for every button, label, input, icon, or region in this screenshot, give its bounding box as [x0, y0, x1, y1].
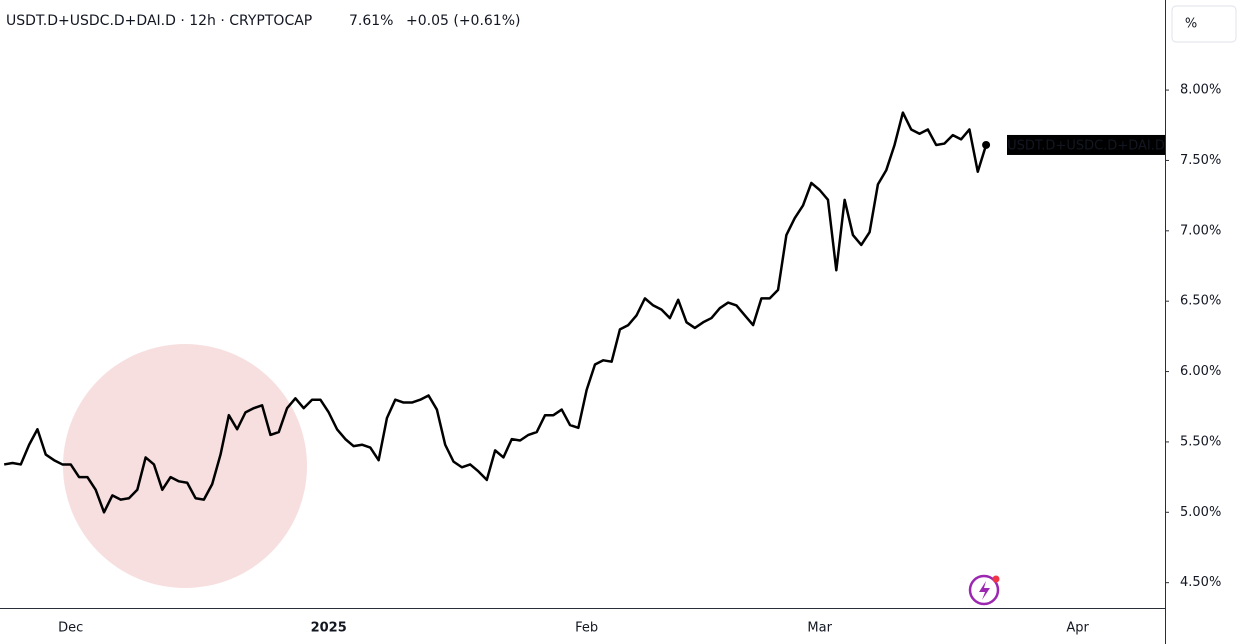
x-tick-label: Apr: [1066, 621, 1089, 636]
series-label-box: [1007, 134, 1165, 155]
logo-ring: [968, 574, 1000, 606]
chart-title: USDT.D+USDC.D+DAI.D · 12h · CRYPTOCAP: [6, 13, 312, 29]
y-tick-label: 7.50%: [1180, 153, 1221, 168]
logo: [968, 574, 1000, 606]
y-tick-label: 8.00%: [1180, 83, 1221, 98]
y-tick-label: 5.00%: [1180, 505, 1221, 520]
last-point: [982, 140, 991, 149]
unit-button-label[interactable]: %: [1185, 17, 1197, 32]
y-tick-label: 4.50%: [1180, 575, 1221, 590]
x-tick-label: Feb: [575, 621, 598, 636]
logo-bolt: [979, 581, 990, 600]
x-tick-label: Mar: [807, 621, 832, 636]
y-tick-label: 6.50%: [1180, 294, 1221, 309]
x-tick-label: Dec: [58, 621, 83, 636]
series-label-text: USDT.D+USDC.D+DAI.D: [1007, 138, 1165, 153]
unit-button[interactable]: [1171, 5, 1237, 43]
series-label: USDT.D+USDC.D+DAI.D: [1007, 134, 1165, 155]
logo-dot: [992, 575, 1000, 583]
y-tick-label: 5.50%: [1180, 434, 1221, 449]
last-price: 7.61%: [349, 13, 393, 29]
highlight-circle: [63, 344, 307, 588]
y-tick-label: 7.00%: [1180, 223, 1221, 238]
header: USDT.D+USDC.D+DAI.D · 12h · CRYPTOCAP 7.…: [6, 13, 520, 29]
change: +0.05 (+0.61%): [406, 13, 520, 29]
y-tick-label: 6.00%: [1180, 364, 1221, 379]
x-tick-label: 2025: [311, 621, 347, 636]
line-series: [3, 111, 988, 514]
